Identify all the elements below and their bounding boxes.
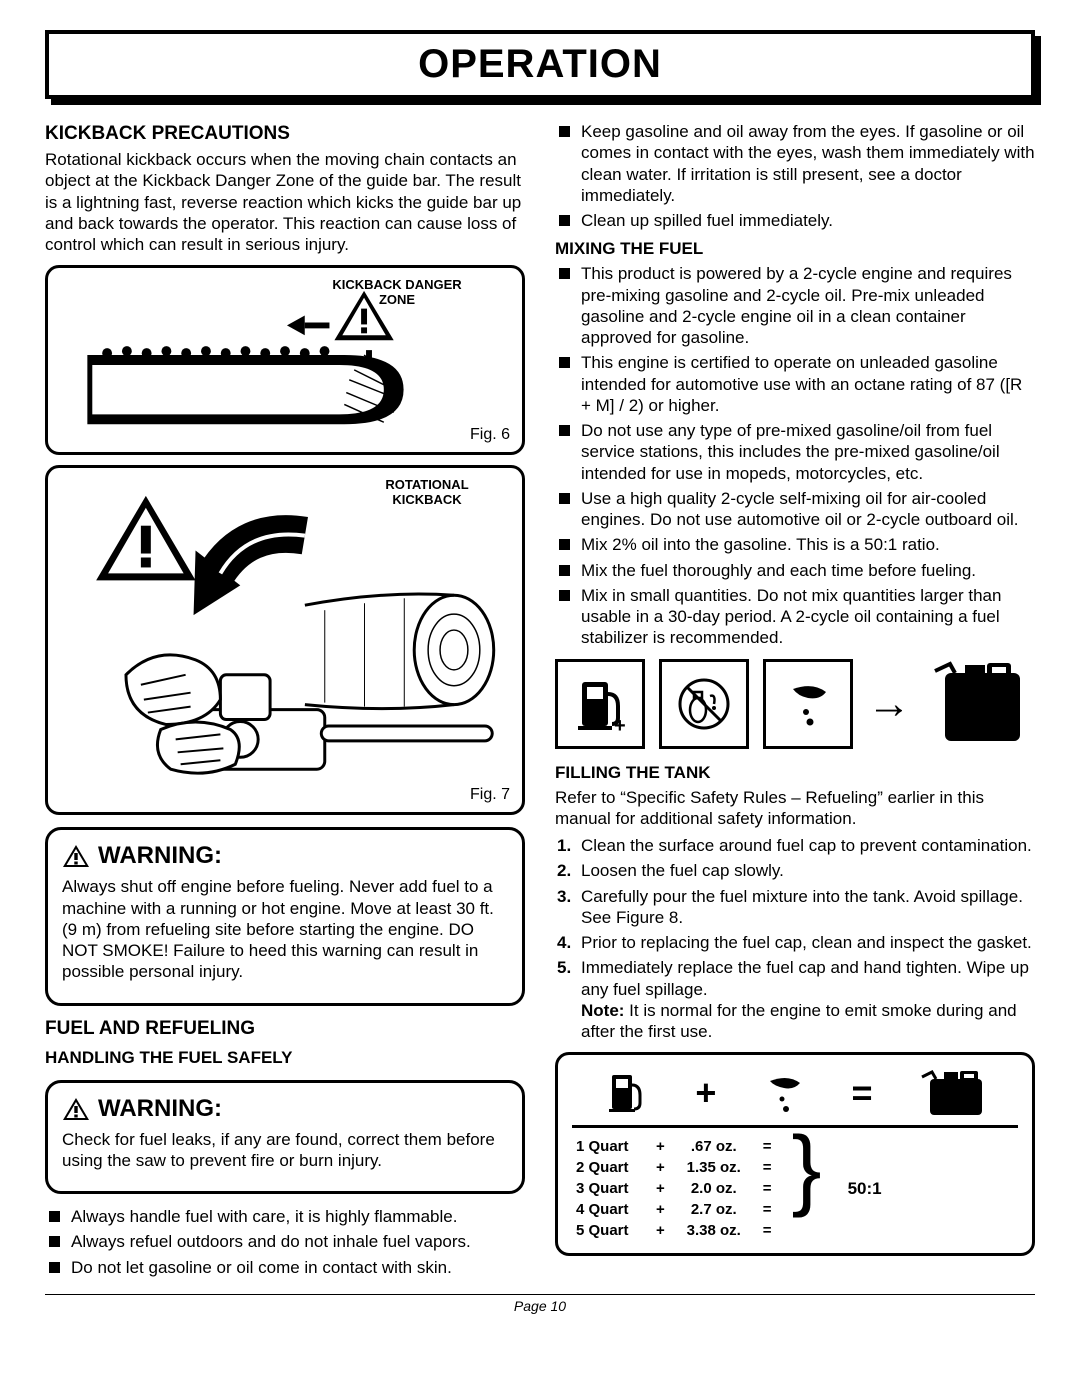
equals-column: = = = = = [759, 1136, 776, 1241]
list-item: Always handle fuel with care, it is high… [45, 1206, 525, 1227]
warning-box-1: WARNING: Always shut off engine before f… [45, 827, 525, 1005]
filling-heading: FILLING THE TANK [555, 763, 1035, 783]
table-cell: + [652, 1220, 669, 1241]
mix-ratio-table: + = 1 Quart 2 Quart [555, 1052, 1035, 1256]
warning-2-text: Check for fuel leaks, if any are found, … [62, 1129, 508, 1172]
top-right-bullets: Keep gasoline and oil away from the eyes… [555, 121, 1035, 231]
quarts-column: 1 Quart 2 Quart 3 Quart 4 Quart 5 Quart [572, 1136, 642, 1241]
list-item: Mix the fuel thoroughly and each time be… [555, 560, 1035, 581]
table-cell: 2 Quart [572, 1157, 642, 1178]
table-cell: 1 Quart [572, 1136, 642, 1157]
table-cell: + [652, 1136, 669, 1157]
mixing-heading: MIXING THE FUEL [555, 239, 1035, 259]
page-number: Page 10 [45, 1294, 1035, 1314]
page-title: OPERATION [61, 42, 1019, 87]
fuel-subheading: HANDLING THE FUEL SAFELY [45, 1048, 525, 1068]
table-cell: + [652, 1199, 669, 1220]
brace-icon: } [792, 1136, 822, 1241]
warning-1-heading: WARNING: [62, 842, 508, 870]
page-title-frame: OPERATION [45, 30, 1035, 99]
list-item: Immediately replace the fuel cap and han… [555, 957, 1035, 1042]
plus-symbol: + [695, 1072, 716, 1114]
oz-column: .67 oz. 1.35 oz. 2.0 oz. 2.7 oz. 3.38 oz… [679, 1136, 749, 1241]
note-text: It is normal for the engine to emit smok… [581, 1001, 1017, 1041]
warning-1-label: WARNING: [98, 842, 222, 870]
table-cell: = [759, 1136, 776, 1157]
figure-6-title: KICKBACK DANGER ZONE [332, 278, 462, 307]
list-item: Do not let gasoline or oil come in conta… [45, 1257, 525, 1278]
oil-drop-icon [760, 1069, 808, 1117]
equals-symbol: = [852, 1072, 873, 1114]
figure-7-label: Fig. 7 [470, 786, 510, 804]
list-item: Do not use any type of pre-mixed gasolin… [555, 420, 1035, 484]
table-cell: 2.0 oz. [679, 1178, 749, 1199]
svg-text:+: + [614, 715, 626, 734]
warning-triangle-icon [62, 1097, 90, 1121]
right-column: Keep gasoline and oil away from the eyes… [555, 117, 1035, 1282]
figure-7-title: ROTATIONAL KICKBACK [372, 478, 482, 507]
figure-7-box: ROTATIONAL KICKBACK [45, 465, 525, 815]
note-label: Note: [581, 1001, 624, 1020]
table-cell: = [759, 1199, 776, 1220]
fuel-heading: FUEL AND REFUELING [45, 1018, 525, 1040]
table-cell: = [759, 1178, 776, 1199]
gas-pump-icon-box: + [555, 659, 645, 749]
figure-6-box: KICKBACK DANGER ZONE [45, 265, 525, 455]
fuel-safety-bullets: Always handle fuel with care, it is high… [45, 1206, 525, 1278]
table-cell: 4 Quart [572, 1199, 642, 1220]
list-item: Keep gasoline and oil away from the eyes… [555, 121, 1035, 206]
table-cell: 3.38 oz. [679, 1220, 749, 1241]
list-item: Use a high quality 2-cycle self-mixing o… [555, 488, 1035, 531]
list-item: Mix 2% oil into the gasoline. This is a … [555, 534, 1035, 555]
gas-pump-icon [604, 1069, 652, 1117]
list-item: Clean the surface around fuel cap to pre… [555, 835, 1035, 856]
warning-triangle-icon [62, 844, 90, 868]
list-item: Clean up spilled fuel immediately. [555, 210, 1035, 231]
filling-steps: Clean the surface around fuel cap to pre… [555, 835, 1035, 1042]
warning-box-2: WARNING: Check for fuel leaks, if any ar… [45, 1080, 525, 1195]
oil-drop-icon [778, 674, 838, 734]
mixing-bullets: This product is powered by a 2-cycle eng… [555, 263, 1035, 648]
fuel-can-icon [916, 1069, 986, 1117]
figure-7-illustration [56, 476, 514, 804]
filling-intro: Refer to “Specific Safety Rules – Refuel… [555, 787, 1035, 830]
mix-ratio-rows: 1 Quart 2 Quart 3 Quart 4 Quart 5 Quart … [572, 1136, 1018, 1241]
list-item: Always refuel outdoors and do not inhale… [45, 1231, 525, 1252]
kickback-heading: KICKBACK PRECAUTIONS [45, 123, 525, 145]
table-cell: = [759, 1220, 776, 1241]
table-cell: 5 Quart [572, 1220, 642, 1241]
oil-drop-icon-box [763, 659, 853, 749]
plus-column: + + + + + [652, 1136, 669, 1241]
warning-1-text: Always shut off engine before fueling. N… [62, 876, 508, 982]
ratio-value: 50:1 [838, 1179, 882, 1199]
fuel-can-icon [925, 661, 1025, 747]
no-premix-icon [674, 674, 734, 734]
table-cell: 1.35 oz. [679, 1157, 749, 1178]
table-cell: = [759, 1157, 776, 1178]
no-premix-icon-box [659, 659, 749, 749]
table-cell: 3 Quart [572, 1178, 642, 1199]
left-column: KICKBACK PRECAUTIONS Rotational kickback… [45, 117, 525, 1282]
figure-6-label: Fig. 6 [470, 426, 510, 444]
warning-2-label: WARNING: [98, 1095, 222, 1123]
two-column-layout: KICKBACK PRECAUTIONS Rotational kickback… [45, 117, 1035, 1282]
warning-2-heading: WARNING: [62, 1095, 508, 1123]
table-cell: + [652, 1157, 669, 1178]
list-item: Loosen the fuel cap slowly. [555, 860, 1035, 881]
arrow-right-icon: → [867, 679, 911, 729]
list-item: Carefully pour the fuel mixture into the… [555, 886, 1035, 929]
kickback-paragraph: Rotational kickback occurs when the movi… [45, 149, 525, 255]
mixing-icon-row: + → [555, 659, 1035, 749]
table-cell: .67 oz. [679, 1136, 749, 1157]
list-item: This engine is certified to operate on u… [555, 352, 1035, 416]
list-item: Mix in small quantities. Do not mix quan… [555, 585, 1035, 649]
gas-pump-icon: + [570, 674, 630, 734]
table-cell: + [652, 1178, 669, 1199]
table-cell: 2.7 oz. [679, 1199, 749, 1220]
list-item: This product is powered by a 2-cycle eng… [555, 263, 1035, 348]
list-item: Prior to replacing the fuel cap, clean a… [555, 932, 1035, 953]
